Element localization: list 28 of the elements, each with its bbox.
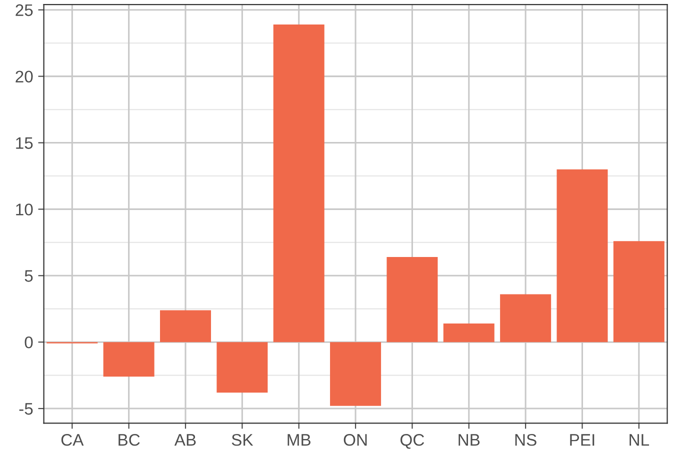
bar [556, 169, 608, 342]
bar [273, 24, 324, 342]
bar [443, 323, 494, 342]
bar [160, 310, 212, 342]
x-tick-label: CA [61, 434, 84, 446]
y-tick-label: 0 [24, 336, 33, 348]
x-tick-label: ON [344, 434, 367, 446]
bar [216, 342, 268, 393]
y-tick-label: 25 [16, 4, 33, 16]
y-tick-label: 5 [24, 270, 33, 282]
bar [103, 342, 154, 377]
y-tick-label: -5 [19, 403, 33, 415]
y-tick-label: 15 [16, 137, 33, 149]
bar [613, 241, 664, 342]
x-tick-label: NB [458, 434, 480, 446]
x-tick-label: NS [515, 434, 536, 446]
x-tick-label: QC [400, 434, 424, 449]
x-tick-label: PEI [570, 434, 594, 446]
x-tick-label: SK [232, 434, 254, 446]
x-tick-label: NL [630, 434, 650, 446]
x-tick-label: BC [118, 434, 140, 446]
bar [500, 294, 552, 342]
bar [386, 257, 438, 342]
y-tick-label: 10 [16, 204, 33, 216]
x-tick-label: MB [288, 434, 310, 446]
x-tick-label: AB [174, 434, 196, 446]
y-tick-label: 20 [16, 70, 33, 83]
bar [330, 342, 382, 406]
